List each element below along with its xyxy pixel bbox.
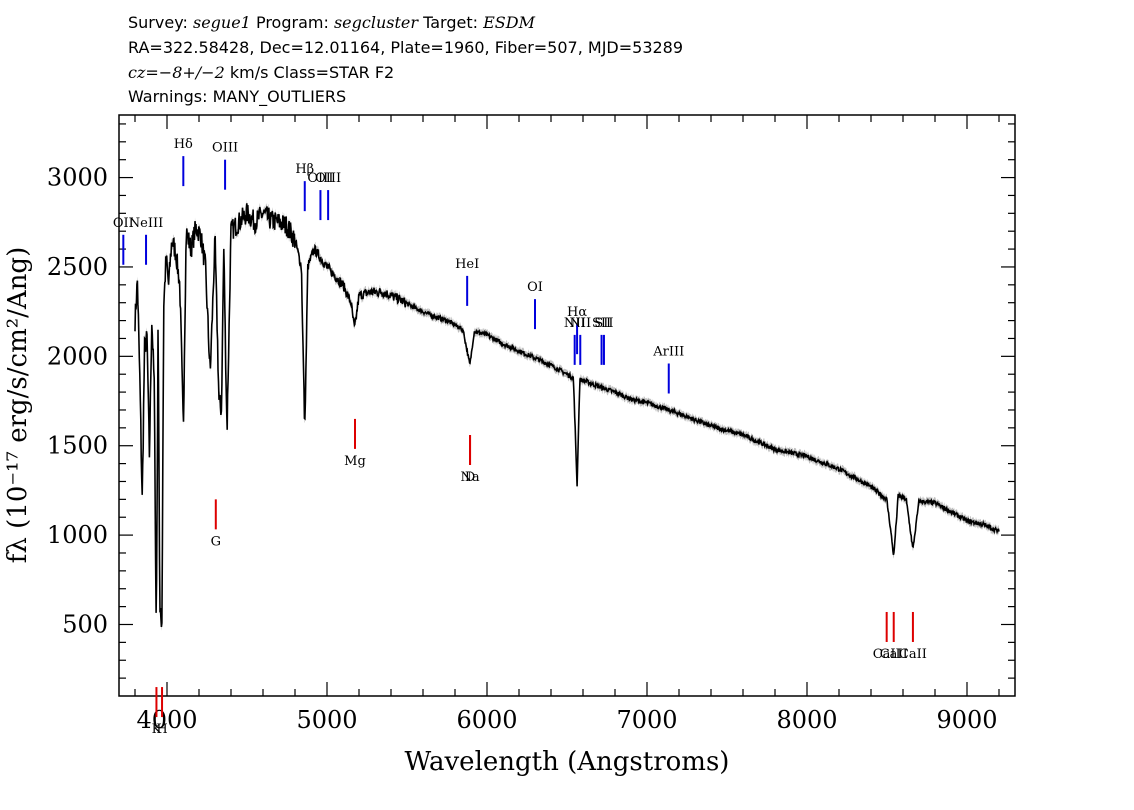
- plot-frame: [118, 114, 1016, 697]
- emission-line-label: OIII: [307, 171, 333, 186]
- absorption-line-label: Mg: [344, 454, 366, 469]
- program-value: segcluster: [334, 13, 419, 32]
- absorption-line-label: CaII: [873, 647, 901, 662]
- survey-label: Survey:: [128, 13, 188, 32]
- y-tick-label: 2500: [47, 253, 108, 281]
- x-tick-label: 4000: [136, 706, 197, 734]
- emission-line-label: SII: [594, 316, 613, 331]
- absorption-line-label: Na: [460, 470, 479, 485]
- y-tick-label: 3000: [47, 164, 108, 192]
- emission-line-label: OI: [527, 280, 543, 295]
- x-tick-label: 7000: [616, 706, 677, 734]
- emission-line-label: HeI: [455, 257, 479, 272]
- header-line-2: RA=322.58428, Dec=12.01164, Plate=1960, …: [128, 38, 683, 57]
- absorption-line-label: G: [211, 534, 221, 549]
- y-tick-labels: 500 1000 1500 2000 2500 3000: [47, 164, 108, 639]
- emission-line-label: OIII: [315, 171, 341, 186]
- header-line-4: Warnings: MANY_OUTLIERS: [128, 87, 346, 107]
- absorption-line-label: D: [465, 470, 475, 485]
- x-tick-label: 8000: [776, 706, 837, 734]
- x-tick-labels: 4000 5000 6000 7000 8000 9000: [136, 706, 997, 734]
- absorption-line-label: CaII: [899, 647, 927, 662]
- x-tick-label: 9000: [936, 706, 997, 734]
- emission-line-label: ArIII: [652, 344, 684, 359]
- header-line-3: cz=−8+/−2 km/s Class=STAR F2: [128, 63, 394, 82]
- cz-value: cz=−8+/−2: [128, 63, 225, 82]
- emission-line-label: OIII: [212, 141, 238, 156]
- y-tick-label: 1500: [47, 432, 108, 460]
- spectrum-series: [134, 199, 1000, 631]
- y-tick-label: 500: [62, 610, 108, 638]
- target-value: ESDM: [482, 13, 535, 32]
- emission-line-label: Hβ: [295, 162, 314, 177]
- y-tick-label: 1000: [47, 521, 108, 549]
- program-label: Program:: [256, 13, 329, 32]
- survey-value: segue1: [193, 13, 251, 32]
- target-label: Target:: [422, 13, 478, 32]
- absorption-line-label: CaII: [880, 647, 908, 662]
- emission-line-label: NeIII: [129, 216, 163, 231]
- emission-line-label: NII: [564, 316, 586, 331]
- header-line-1: Survey: segue1 Program: segcluster Targe…: [128, 13, 536, 32]
- emission-line-label: OII: [113, 216, 134, 231]
- cz-rest: km/s Class=STAR F2: [225, 63, 394, 82]
- emission-line-label: Hδ: [174, 137, 193, 152]
- spectrum-line: [134, 203, 1000, 627]
- spectrum-error-band: [135, 199, 999, 631]
- absorption-line-label: H: [156, 722, 167, 737]
- x-axis-title: Wavelength (Angstroms): [405, 747, 730, 777]
- absorption-line-label: K: [152, 722, 162, 737]
- x-tick-label: 6000: [456, 706, 517, 734]
- axis-ticks: [119, 115, 1015, 696]
- x-tick-label: 5000: [296, 706, 357, 734]
- y-tick-label: 2000: [47, 342, 108, 370]
- emission-line-label: SII: [592, 316, 611, 331]
- y-axis-title: fλ (10⁻¹⁷ erg/s/cm²/Ang): [3, 247, 33, 563]
- emission-line-label: Hα: [567, 305, 587, 320]
- emission-line-label: NII: [569, 316, 591, 331]
